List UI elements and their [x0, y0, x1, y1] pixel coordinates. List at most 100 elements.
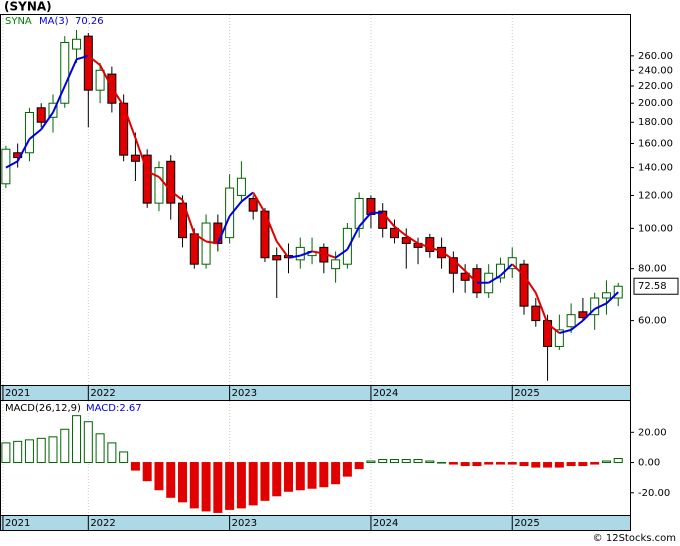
y-tick-label: 160.00 — [638, 139, 673, 150]
candle-body — [24, 111, 34, 154]
macd-bar — [201, 462, 211, 512]
legend-macd-value: MACD:2.67 — [86, 403, 142, 414]
macd-bar — [178, 462, 188, 503]
macd-bar — [225, 462, 235, 510]
ma-segment — [417, 242, 431, 249]
ma-segment — [193, 233, 207, 243]
macd-bar — [507, 462, 517, 465]
x-tick-label: 2021 — [5, 388, 30, 399]
ma-segment — [546, 322, 560, 334]
candle-body — [72, 38, 82, 50]
macd-bar — [460, 462, 470, 467]
ma-segment — [405, 234, 419, 245]
candle-body — [601, 292, 611, 299]
ma-segment — [170, 190, 184, 201]
macd-bar — [554, 462, 564, 468]
candle-body — [83, 35, 93, 91]
macd-bar — [389, 459, 399, 464]
ma-segment — [523, 274, 537, 294]
candle-body — [236, 177, 246, 196]
ma-segment — [429, 246, 442, 253]
ma-segment — [488, 274, 501, 284]
candle-body — [272, 255, 282, 261]
macd-bar — [613, 457, 623, 464]
x-tick-label: 2023 — [232, 518, 257, 529]
candle-body — [378, 210, 388, 229]
macd-bar — [284, 462, 294, 492]
candle-body — [566, 314, 576, 328]
ma-segment — [99, 64, 113, 89]
macd-bar — [448, 462, 458, 465]
ma-segment — [275, 240, 290, 259]
ma-segment — [216, 215, 231, 244]
candle-body — [425, 237, 435, 252]
macd-bar — [213, 462, 223, 513]
candle-body — [507, 257, 517, 270]
macd-bar — [1, 442, 11, 464]
macd-bar — [566, 462, 576, 467]
ma-segment — [570, 319, 584, 331]
macd-x-axis — [0, 515, 631, 531]
macd-bar — [248, 462, 258, 506]
macd-bar — [13, 440, 23, 464]
macd-bar — [307, 462, 317, 489]
ma-segment — [534, 292, 549, 324]
y-tick-label: 220.00 — [638, 81, 673, 92]
candle-body — [166, 160, 176, 204]
ma-segment — [122, 105, 137, 139]
candle-body — [389, 227, 399, 239]
y-tick-label: 140.00 — [638, 163, 673, 174]
macd-bar — [519, 462, 529, 467]
macd-bar — [95, 433, 105, 464]
ma-segment — [511, 263, 525, 277]
ma-segment — [594, 302, 607, 310]
x-tick-label: 2024 — [373, 518, 398, 529]
ma-segment — [441, 250, 454, 261]
macd-bar — [154, 462, 164, 491]
macd-bar — [578, 462, 588, 467]
candle-body — [519, 263, 529, 307]
candle-body — [248, 197, 258, 212]
y-tick-label: 200.00 — [638, 98, 673, 109]
ma-segment — [240, 191, 254, 203]
candle-body — [554, 329, 564, 347]
x-tick-label: 2025 — [514, 388, 539, 399]
candle-body — [178, 202, 188, 239]
macd-bar — [166, 462, 176, 498]
candle-body — [401, 237, 411, 244]
macd-bar — [413, 459, 423, 464]
candle-body — [130, 154, 140, 162]
candle-body — [95, 69, 105, 91]
y-tick-label: 180.00 — [638, 117, 673, 128]
macd-bar — [472, 462, 482, 467]
ma-segment — [40, 111, 54, 130]
macd-bar — [48, 436, 58, 464]
legend-ma-value: 70.26 — [75, 16, 104, 27]
y-tick-label: 240.00 — [638, 65, 673, 76]
macd-bar — [601, 460, 611, 464]
candle-body — [472, 268, 482, 294]
candle-body — [331, 259, 341, 270]
x-tick-label: 2022 — [90, 518, 115, 529]
candle-body — [460, 272, 470, 281]
last-price-label: 72.58 — [638, 281, 667, 292]
macd-panel — [0, 400, 631, 516]
ma-segment — [264, 212, 278, 242]
ma-segment — [16, 138, 31, 162]
ma-segment — [87, 55, 101, 66]
macd-bar — [189, 462, 199, 509]
ma-segment — [63, 58, 78, 87]
candle-body — [543, 320, 553, 347]
y-tick-label: 20.00 — [638, 427, 667, 438]
macd-bar — [272, 462, 282, 497]
ma-segment — [134, 137, 149, 172]
ma-segment — [158, 176, 172, 192]
ma-segment — [346, 226, 361, 250]
ma-segment — [559, 328, 572, 335]
candle-body — [531, 305, 541, 322]
macd-bar — [24, 439, 34, 464]
candle-body — [142, 154, 152, 204]
ma-segment — [228, 200, 243, 217]
macd-bar — [319, 462, 329, 488]
